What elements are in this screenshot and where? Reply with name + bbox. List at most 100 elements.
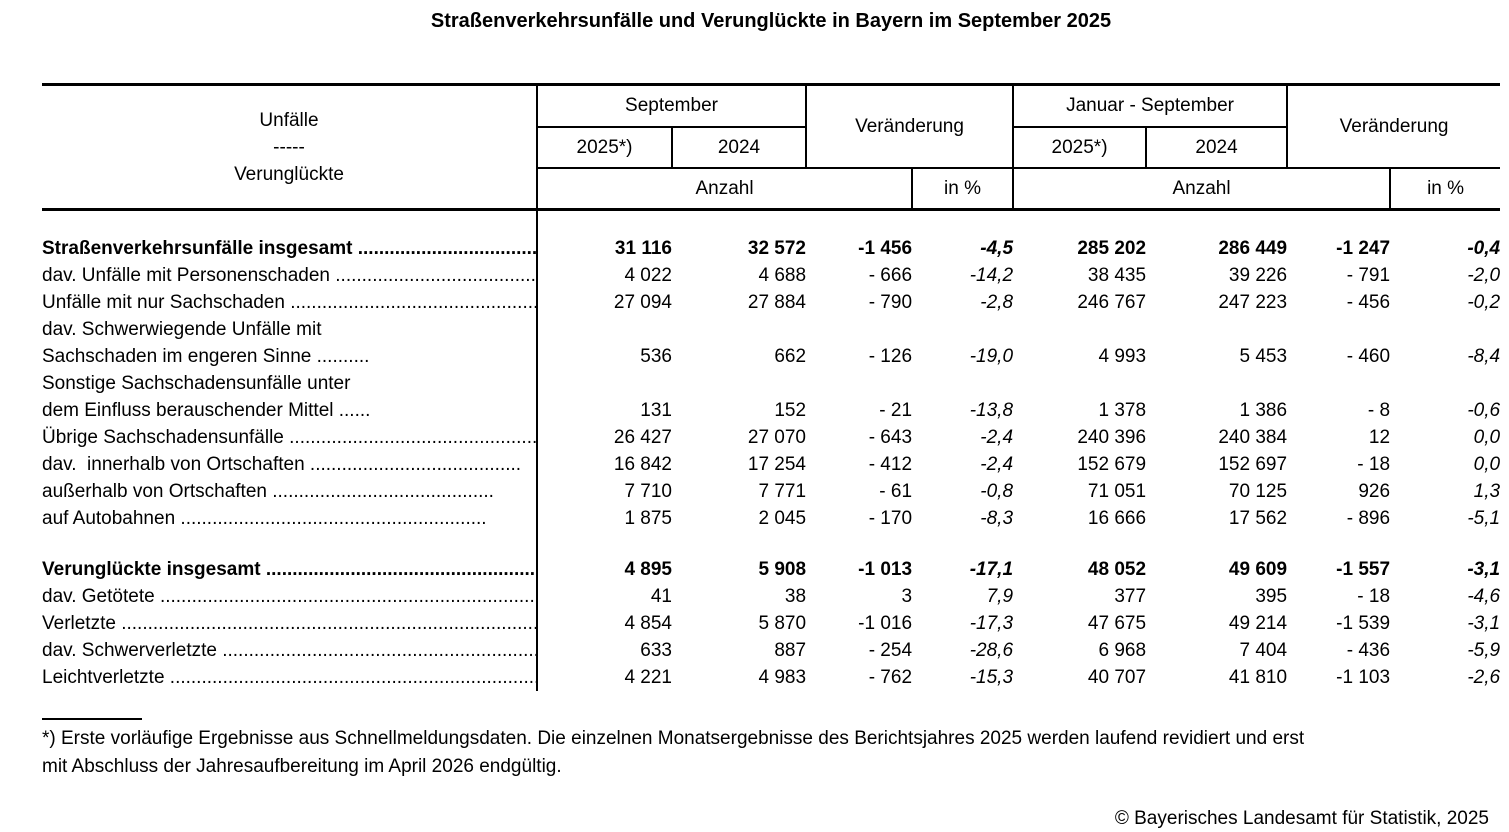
value-count: 4 022	[624, 265, 672, 286]
row-label: auf Autobahnen .........................…	[42, 505, 538, 532]
value-percent: -2,6	[1467, 667, 1501, 688]
footnote-line-1: *) Erste vorläufige Ergebnisse aus Schne…	[42, 728, 1305, 749]
value-count: 6 968	[1098, 640, 1147, 661]
value-percent: -5,9	[1467, 640, 1501, 661]
page-title: Straßenverkehrsunfälle und Verunglückte …	[430, 10, 1112, 32]
value-count: -1 456	[858, 238, 913, 259]
value-count: - 61	[879, 481, 913, 502]
value-percent: 1,3	[1473, 481, 1501, 502]
value-count: 633	[640, 640, 672, 661]
value-percent: -28,6	[969, 640, 1014, 661]
value-count: 27 094	[613, 292, 672, 313]
value-count: 70 125	[1228, 481, 1288, 502]
value-count: 27 884	[747, 292, 807, 313]
value-percent: -2,8	[980, 292, 1014, 313]
value-percent	[912, 316, 1013, 343]
table-row: Verunglückte insgesamt .................…	[42, 532, 1500, 583]
table-row: dav. Getötete ..........................…	[42, 583, 1500, 610]
value-count: 32 572	[747, 238, 807, 259]
change-group-header-month: Veränderung	[806, 84, 1015, 169]
value-count: - 8	[1367, 400, 1391, 421]
row-label: Übrige Sachschadensunfälle .............…	[42, 424, 538, 451]
value-count: - 460	[1346, 346, 1391, 367]
value-count: -1 247	[1336, 238, 1391, 259]
table-row: dav. innerhalb von Ortschaften .........…	[42, 451, 1500, 478]
row-label: dav. Getötete ..........................…	[42, 583, 538, 610]
row-label: dav. innerhalb von Ortschaften .........…	[42, 451, 538, 478]
value-count: 240 384	[1218, 427, 1288, 448]
value-percent	[1390, 316, 1500, 343]
footnote-rule	[42, 718, 142, 720]
value-percent: -8,3	[980, 508, 1014, 529]
value-count: - 18	[1357, 454, 1391, 475]
value-count: 152 697	[1218, 454, 1288, 475]
value-count: 246 767	[1077, 292, 1147, 313]
value-count: -1 557	[1336, 559, 1391, 580]
value-count: 38	[784, 586, 807, 607]
value-percent: -17,3	[969, 613, 1014, 634]
value-count: 38 435	[1087, 265, 1147, 286]
value-percent: -15,3	[969, 667, 1014, 688]
value-count: 39 226	[1228, 265, 1288, 286]
value-count: 17 562	[1228, 508, 1288, 529]
count-header-month: Anzahl	[537, 168, 914, 211]
table-row: außerhalb von Ortschaften ..............…	[42, 478, 1500, 505]
value-count: 1 378	[1098, 400, 1147, 421]
table-header: Unfälle ----- Verunglückte September Ver…	[42, 84, 1501, 211]
copyright-notice: © Bayerisches Landesamt für Statistik, 2…	[1114, 808, 1489, 829]
value-count	[1146, 316, 1287, 343]
row-label: Verunglückte insgesamt .................…	[42, 532, 538, 583]
header-separator: -----	[273, 136, 305, 158]
row-label: Straßenverkehrsunfälle insgesamt .......…	[42, 209, 538, 262]
value-count: 2 045	[758, 508, 807, 529]
value-percent: -0,2	[1467, 292, 1501, 313]
value-count: 7 771	[758, 481, 807, 502]
value-count: 16 842	[613, 454, 672, 475]
value-count: 131	[640, 400, 672, 421]
table-row: Übrige Sachschadensunfälle .............…	[42, 424, 1500, 451]
value-count	[1287, 370, 1390, 397]
value-count: 286 449	[1218, 238, 1288, 259]
value-count: 536	[640, 346, 672, 367]
value-count	[537, 316, 672, 343]
value-count: 71 051	[1087, 481, 1147, 502]
table-row: auf Autobahnen .........................…	[42, 505, 1500, 532]
value-count: - 762	[868, 667, 913, 688]
value-count: 41 810	[1228, 667, 1288, 688]
year-2024-range: 2024	[1146, 127, 1289, 169]
value-count: 152 679	[1077, 454, 1147, 475]
value-count: -1 013	[858, 559, 913, 580]
value-count: - 170	[868, 508, 913, 529]
footnote: *) Erste vorläufige Ergebnisse aus Schne…	[42, 725, 1500, 781]
row-label: Sachschaden im engeren Sinne ..........	[42, 343, 538, 370]
table-row: Verletzte ..............................…	[42, 610, 1500, 637]
value-count: -1 016	[858, 613, 913, 634]
footnote-line-2: mit Abschluss der Jahresaufbereitung im …	[42, 756, 562, 777]
percent-header-range: in %	[1390, 168, 1501, 211]
value-count: - 790	[868, 292, 913, 313]
value-percent: -3,1	[1467, 559, 1501, 580]
statistics-table: Unfälle ----- Verunglückte September Ver…	[42, 83, 1501, 691]
table-row: dav. Schwerverletzte ...................…	[42, 637, 1500, 664]
value-count: 395	[1255, 586, 1288, 607]
value-count	[1146, 370, 1287, 397]
value-count: 5 908	[758, 559, 807, 580]
year-2024-month: 2024	[672, 127, 808, 169]
value-count: 1 386	[1239, 400, 1288, 421]
value-count: 152	[774, 400, 807, 421]
value-percent: -2,4	[980, 427, 1014, 448]
value-count: 4 221	[624, 667, 672, 688]
value-count: 12	[1368, 427, 1391, 448]
value-percent: -2,0	[1467, 265, 1501, 286]
table-row: dav. Unfälle mit Personenschaden .......…	[42, 262, 1500, 289]
table-body: Straßenverkehrsunfälle insgesamt .......…	[42, 209, 1501, 691]
value-percent: -0,6	[1467, 400, 1501, 421]
value-count	[1013, 316, 1146, 343]
value-percent	[912, 370, 1013, 397]
row-label: dav. Schwerverletzte ...................…	[42, 637, 538, 664]
value-count: 247 223	[1218, 292, 1288, 313]
value-count	[806, 316, 912, 343]
value-count: - 456	[1346, 292, 1391, 313]
value-count: 27 070	[747, 427, 807, 448]
header-row-3: Anzahl in % Anzahl in %	[42, 168, 1501, 211]
